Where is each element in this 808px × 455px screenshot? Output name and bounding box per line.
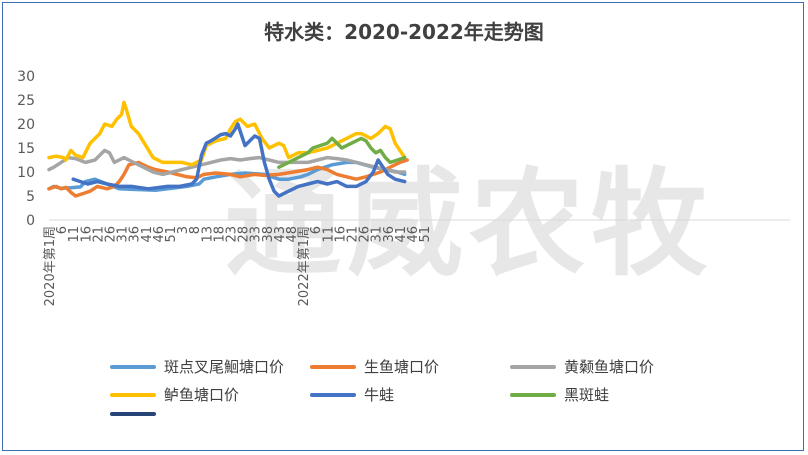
y-tick-label: 25 <box>17 93 35 109</box>
y-tick-label: 20 <box>17 117 35 133</box>
x-tick-label: 41 <box>394 226 409 243</box>
x-tick-label: 6 <box>55 226 70 234</box>
legend-swatch <box>110 392 156 397</box>
series-line-2 <box>47 148 407 177</box>
legend-swatch <box>110 364 156 369</box>
x-tick-label: 3 <box>176 226 191 234</box>
x-tick-label: 33 <box>249 226 264 243</box>
legend-label: 黄颡鱼塘口价 <box>564 358 655 376</box>
legend-item-2: 黄颡鱼塘口价 <box>510 356 654 377</box>
x-tick-label: 21 <box>346 226 361 243</box>
x-tick-label: 46 <box>152 226 167 243</box>
legend-label: 生鱼塘口价 <box>364 358 440 376</box>
x-tick-label: 46 <box>406 226 421 243</box>
x-tick-label: 41 <box>140 226 155 243</box>
x-tick-label: 21 <box>91 226 106 243</box>
legend-swatch <box>310 364 356 369</box>
x-tick-label: 38 <box>261 226 276 243</box>
x-tick-label: 26 <box>104 226 119 243</box>
legend-label: 黑斑蛙 <box>564 386 610 404</box>
legend-swatch <box>510 364 556 369</box>
legend-item-0: 斑点叉尾鮰塘口价 <box>110 356 284 377</box>
x-tick-label: 31 <box>116 226 131 243</box>
x-tick-label: 26 <box>358 226 373 243</box>
x-tick-label: 36 <box>382 226 397 243</box>
legend-swatch <box>310 392 356 397</box>
series-line-5 <box>277 136 407 169</box>
legend-label: 牛蛙 <box>364 386 395 404</box>
legend-swatch <box>510 392 556 397</box>
series-line-1 <box>47 158 409 198</box>
chart-title: 特水类：2020-2022年走势图 <box>264 20 544 44</box>
x-tick-label: 51 <box>418 226 433 243</box>
legend-item-1: 生鱼塘口价 <box>310 356 439 377</box>
legend-label: 鲈鱼塘口价 <box>164 386 240 404</box>
x-tick-label: 36 <box>128 226 143 243</box>
x-tick-label: 23 <box>225 226 240 243</box>
watermark: 通威农牧 <box>225 157 713 292</box>
x-tick-label: 48 <box>285 226 300 243</box>
x-tick-label: 18 <box>212 226 227 243</box>
series-line-4 <box>71 122 407 198</box>
x-tick-label: 31 <box>370 226 385 243</box>
x-tick-label: 28 <box>237 226 252 243</box>
x-tick-label: 16 <box>333 226 348 243</box>
x-tick-label: 11 <box>67 226 82 243</box>
legend-label: 斑点叉尾鮰塘口价 <box>164 358 285 376</box>
series-line-3 <box>47 100 407 167</box>
x-tick-label: 16 <box>79 226 94 243</box>
x-tick-label: 13 <box>200 226 215 243</box>
legend-item-4: 牛蛙 <box>310 384 394 405</box>
y-tick-label: 10 <box>17 165 35 181</box>
y-tick-label: 0 <box>26 213 35 229</box>
x-tick-label: 2022年第1周 <box>297 226 312 306</box>
legend-item-6 <box>110 412 164 416</box>
x-tick-label: 51 <box>164 226 179 243</box>
x-tick-label: 11 <box>321 226 336 243</box>
x-tick-label: 8 <box>188 226 203 234</box>
legend-swatch <box>110 412 156 416</box>
y-tick-label: 5 <box>26 189 35 205</box>
y-tick-label: 15 <box>17 141 35 157</box>
x-tick-label: 6 <box>309 226 324 234</box>
legend-item-5: 黑斑蛙 <box>510 384 609 405</box>
y-tick-label: 30 <box>17 69 35 85</box>
x-tick-label: 43 <box>273 226 288 243</box>
x-tick-label: 2020年第1周 <box>43 226 58 306</box>
chart-frame <box>2 2 804 451</box>
legend-item-3: 鲈鱼塘口价 <box>110 384 239 405</box>
